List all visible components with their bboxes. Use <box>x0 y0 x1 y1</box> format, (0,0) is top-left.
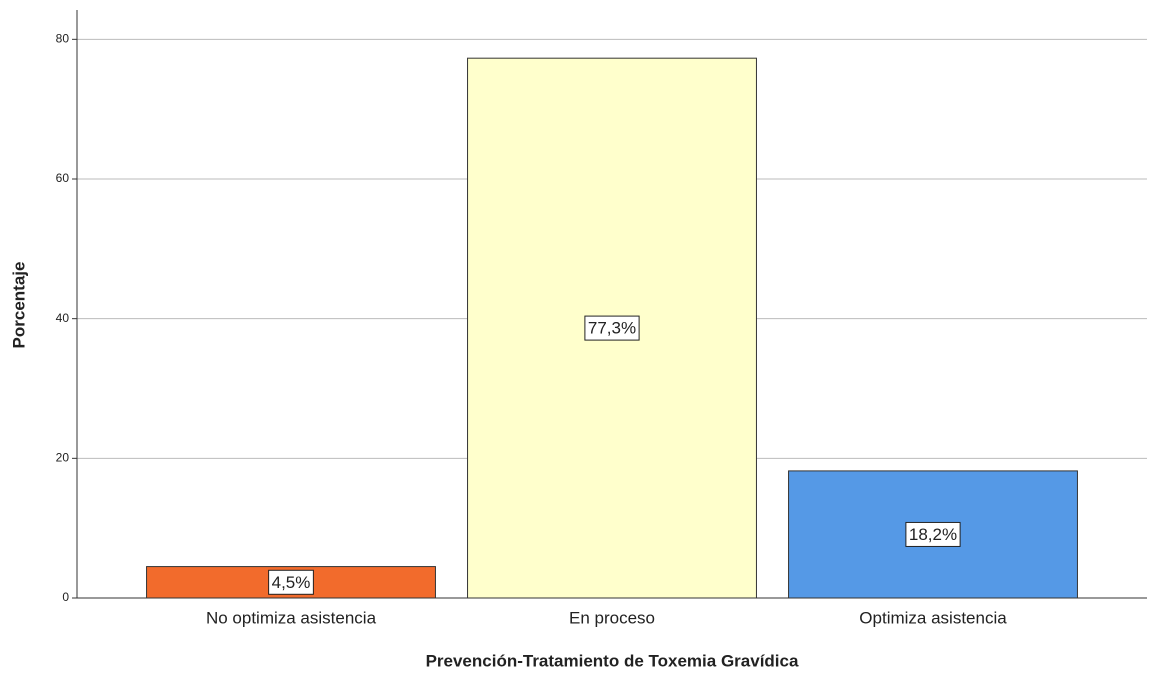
y-tick-label: 40 <box>56 311 70 325</box>
x-axis-label: Prevención-Tratamiento de Toxemia Gravíd… <box>426 651 799 670</box>
value-label: 77,3% <box>588 319 636 338</box>
value-label-box <box>268 569 314 595</box>
y-tick-label: 60 <box>56 171 70 185</box>
y-tick-label: 0 <box>62 590 69 604</box>
x-tick-label: No optimiza asistencia <box>206 608 377 627</box>
y-axis-label: Porcentaje <box>9 262 28 349</box>
x-tick-label: Optimiza asistencia <box>859 608 1007 627</box>
y-tick-label: 80 <box>56 32 70 46</box>
value-label: 4,5% <box>272 573 311 592</box>
value-label-box <box>584 315 640 341</box>
value-label-box <box>905 521 961 547</box>
x-tick-label: En proceso <box>569 608 655 627</box>
y-tick-label: 20 <box>56 451 70 465</box>
value-label: 18,2% <box>909 525 957 544</box>
